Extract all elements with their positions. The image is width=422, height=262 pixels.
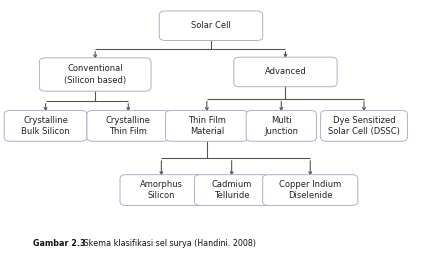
Text: Crystalline
Thin Film: Crystalline Thin Film [106, 116, 151, 136]
Text: Crystalline
Bulk Silicon: Crystalline Bulk Silicon [21, 116, 70, 136]
Text: Advanced: Advanced [265, 67, 306, 77]
FancyBboxPatch shape [4, 111, 87, 141]
FancyBboxPatch shape [160, 11, 262, 41]
Text: Dye Sensitized
Solar Cell (DSSC): Dye Sensitized Solar Cell (DSSC) [328, 116, 400, 136]
FancyBboxPatch shape [165, 111, 248, 141]
Text: Multi
Junction: Multi Junction [264, 116, 298, 136]
FancyBboxPatch shape [246, 111, 316, 141]
FancyBboxPatch shape [321, 111, 408, 141]
FancyBboxPatch shape [195, 175, 269, 205]
Text: Cadmium
Telluride: Cadmium Telluride [211, 180, 252, 200]
FancyBboxPatch shape [262, 175, 358, 205]
Text: Copper Indium
Diselenide: Copper Indium Diselenide [279, 180, 341, 200]
Text: Skema klasifikasi sel surya (Handini. 2008): Skema klasifikasi sel surya (Handini. 20… [81, 239, 256, 248]
FancyBboxPatch shape [87, 111, 170, 141]
Text: Solar Cell: Solar Cell [191, 21, 231, 30]
Text: Conventional
(Silicon based): Conventional (Silicon based) [64, 64, 126, 85]
Text: Amorphus
Silicon: Amorphus Silicon [140, 180, 183, 200]
Text: Gambar 2.3: Gambar 2.3 [33, 239, 86, 248]
FancyBboxPatch shape [39, 58, 151, 91]
FancyBboxPatch shape [234, 57, 337, 87]
FancyBboxPatch shape [120, 175, 203, 205]
Text: Thin Film
Material: Thin Film Material [188, 116, 226, 136]
